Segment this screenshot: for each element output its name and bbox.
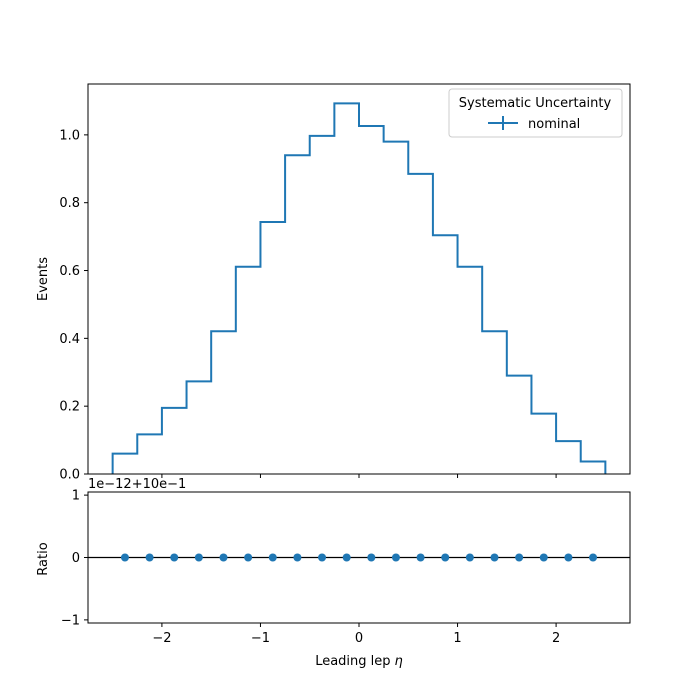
main-plot-panel: 0.0 0.2 0.4 0.6 0.8 1.0 Events Systematic Unc… <box>36 83 631 483</box>
main-y-tick-label: 0.2 <box>59 400 80 415</box>
x-tick-label: −1 <box>251 631 270 646</box>
ratio-point <box>170 553 179 562</box>
ratio-x-ticks: −2 −1 0 1 2 <box>152 623 560 646</box>
ratio-point <box>391 553 400 562</box>
ratio-y-ticks: −1 0 1 <box>61 489 88 628</box>
ratio-point <box>465 553 474 562</box>
ratio-point <box>490 553 499 562</box>
legend-title: Systematic Uncertainty <box>459 96 612 111</box>
ratio-y-tick-label: 1 <box>72 489 80 504</box>
main-y-tick-label: 0.4 <box>59 332 80 347</box>
ratio-y-tick-label: 0 <box>72 551 80 566</box>
x-tick-label: −2 <box>152 631 171 646</box>
ratio-y-axis-label: Ratio <box>36 542 51 575</box>
ratio-offset-text: 1e−12+10e−1 <box>88 477 186 492</box>
ratio-points <box>120 553 598 562</box>
legend-box <box>448 88 623 138</box>
ratio-point <box>539 553 548 562</box>
x-tick-label: 0 <box>355 631 363 646</box>
main-y-tick-label: 1.0 <box>59 128 80 143</box>
x-axis-label-text: Leading lep <box>315 654 390 669</box>
main-y-axis-label: Events <box>36 257 51 301</box>
ratio-point <box>268 553 277 562</box>
legend: Systematic Uncertainty nominal <box>448 88 623 138</box>
main-y-tick-label: 0.0 <box>59 468 80 483</box>
ratio-point <box>589 553 598 562</box>
x-axis-label: Leading lep η <box>315 654 403 669</box>
ratio-point <box>416 553 425 562</box>
ratio-point <box>515 553 524 562</box>
ratio-y-tick-label: −1 <box>61 613 80 628</box>
ratio-point <box>367 553 376 562</box>
ratio-point <box>441 553 450 562</box>
ratio-point <box>564 553 573 562</box>
ratio-point <box>318 553 327 562</box>
x-tick-label: 2 <box>552 631 560 646</box>
ratio-point <box>219 553 228 562</box>
ratio-point <box>194 553 203 562</box>
ratio-point <box>293 553 302 562</box>
main-y-ticks: 0.0 0.2 0.4 0.6 0.8 1.0 <box>59 128 88 483</box>
ratio-plot-frame <box>87 491 631 624</box>
ratio-point <box>342 553 351 562</box>
nominal-histogram-series <box>111 102 607 474</box>
legend-entry-nominal: nominal <box>528 117 580 132</box>
main-y-tick-label: 0.8 <box>59 196 80 211</box>
ratio-point <box>244 553 253 562</box>
x-axis-label-symbol: η <box>395 654 403 669</box>
main-plot-frame <box>87 83 631 475</box>
x-tick-label: 1 <box>453 631 461 646</box>
ratio-point <box>145 553 154 562</box>
ratio-point <box>120 553 129 562</box>
ratio-plot-panel: −1 0 1 −2 −1 0 1 2 1e−12+10e−1 Ratio Leading l… <box>36 477 631 669</box>
main-y-tick-label: 0.6 <box>59 264 80 279</box>
main-x-ticks <box>161 474 557 478</box>
